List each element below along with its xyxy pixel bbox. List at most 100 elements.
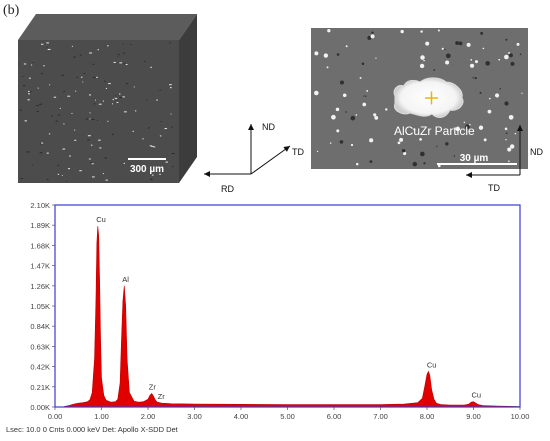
speckle [41, 142, 44, 144]
particle-td-label: TD [488, 183, 500, 193]
speckle [147, 127, 150, 129]
speckle [469, 123, 471, 126]
speckle [508, 52, 511, 54]
speckle [89, 94, 91, 96]
speckle [142, 138, 144, 140]
speckle [133, 86, 135, 88]
y-tick-label: 1.47K [30, 262, 50, 271]
block-speckles [20, 42, 175, 182]
panel-label: (b) [3, 3, 20, 18]
speckle [125, 63, 128, 65]
y-tick-label: 1.68K [30, 241, 50, 250]
speckle [169, 42, 171, 44]
speckle [374, 116, 379, 120]
speckle [504, 101, 509, 106]
speckle [156, 99, 158, 101]
particle-label: AlCuZr Particle [394, 124, 475, 138]
x-tick-label: 0.00 [48, 412, 63, 421]
speckle [47, 48, 51, 50]
speckle [488, 97, 491, 100]
speckle [399, 137, 404, 142]
speckle [82, 81, 84, 83]
scale-bar-particle [437, 163, 517, 165]
speckle [28, 90, 30, 92]
rd-axis-label: RD [221, 184, 234, 194]
speckle [61, 174, 63, 176]
speckle [88, 158, 91, 160]
speckle [436, 145, 438, 148]
micrographs: 300 µm ND TD RD AlCuZr Particle 30 µm ND… [18, 14, 543, 194]
speckle [165, 161, 168, 163]
speckle [327, 29, 331, 33]
speckle [510, 61, 515, 66]
speckle [98, 103, 102, 105]
scale-bar-3d [128, 158, 166, 160]
speckle [144, 60, 146, 62]
td-axis-label: TD [292, 147, 304, 157]
speckle [371, 31, 374, 34]
speckle [80, 76, 83, 78]
speckle [453, 155, 456, 157]
speckle [93, 103, 96, 105]
speckle [40, 43, 44, 45]
speckle [118, 93, 121, 95]
speckle [521, 92, 523, 94]
speckle [498, 58, 501, 61]
speckle [355, 162, 359, 166]
speckle [59, 107, 61, 109]
speckle [482, 47, 485, 50]
speckle [61, 74, 64, 76]
speckle [485, 61, 490, 66]
speckle [115, 95, 117, 97]
speckle [151, 174, 154, 176]
speckle [23, 63, 27, 65]
speckle [46, 42, 49, 44]
speckle [55, 120, 58, 122]
speckle [468, 156, 470, 159]
speckle [369, 138, 374, 143]
speckle [499, 88, 501, 90]
y-tick-label: 2.10K [30, 201, 50, 210]
speckle [79, 54, 82, 56]
speckle [130, 44, 132, 46]
x-tick-label: 2.00 [141, 412, 156, 421]
x-tick-label: 8.00 [420, 412, 435, 421]
speckle [465, 124, 470, 130]
speckle [36, 111, 39, 113]
speckle [46, 47, 48, 49]
speckle [463, 121, 466, 124]
speckle [57, 173, 60, 175]
speckle [102, 100, 104, 102]
speckle [151, 145, 154, 147]
speckle [339, 140, 344, 144]
speckle [150, 66, 152, 68]
speckle [445, 60, 450, 65]
speckle [89, 52, 93, 54]
speckle [361, 62, 365, 66]
speckle [89, 112, 91, 114]
speckle [119, 62, 123, 64]
speckle [92, 63, 95, 65]
plot-frame [54, 204, 521, 408]
speckle [123, 52, 126, 54]
speckle [159, 135, 162, 137]
speckle [63, 123, 65, 125]
y-tick-label: 0.00K [30, 403, 50, 412]
speckle [92, 76, 96, 78]
speckle [49, 84, 51, 86]
speckle [71, 45, 73, 47]
speckle [22, 76, 24, 78]
speckle [74, 129, 76, 131]
speckle [67, 95, 71, 97]
speckle [507, 147, 512, 152]
speckle [27, 99, 30, 101]
speckle [505, 38, 508, 41]
plot-background [55, 205, 520, 407]
speckle [509, 144, 515, 149]
speckle [516, 42, 520, 46]
y-tick-label: 1.05K [30, 302, 50, 311]
speckle [455, 126, 461, 132]
speckle [423, 59, 425, 62]
speckle [326, 66, 329, 69]
